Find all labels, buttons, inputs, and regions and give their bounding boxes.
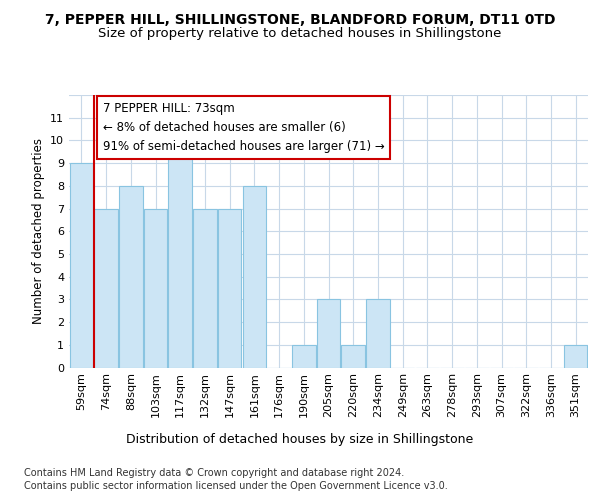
Y-axis label: Number of detached properties: Number of detached properties bbox=[32, 138, 44, 324]
Text: Distribution of detached houses by size in Shillingstone: Distribution of detached houses by size … bbox=[127, 432, 473, 446]
Bar bbox=[242, 186, 266, 368]
Bar bbox=[119, 186, 143, 368]
Bar bbox=[366, 300, 389, 368]
Text: Size of property relative to detached houses in Shillingstone: Size of property relative to detached ho… bbox=[98, 28, 502, 40]
Bar bbox=[341, 345, 365, 368]
Text: 7 PEPPER HILL: 73sqm
← 8% of detached houses are smaller (6)
91% of semi-detache: 7 PEPPER HILL: 73sqm ← 8% of detached ho… bbox=[103, 102, 385, 153]
Bar bbox=[317, 300, 340, 368]
Text: Contains HM Land Registry data © Crown copyright and database right 2024.: Contains HM Land Registry data © Crown c… bbox=[24, 468, 404, 477]
Bar bbox=[169, 140, 192, 368]
Bar bbox=[292, 345, 316, 368]
Bar bbox=[94, 208, 118, 368]
Bar bbox=[218, 208, 241, 368]
Text: 7, PEPPER HILL, SHILLINGSTONE, BLANDFORD FORUM, DT11 0TD: 7, PEPPER HILL, SHILLINGSTONE, BLANDFORD… bbox=[45, 12, 555, 26]
Bar bbox=[564, 345, 587, 368]
Bar bbox=[70, 163, 93, 368]
Bar bbox=[193, 208, 217, 368]
Bar bbox=[144, 208, 167, 368]
Text: Contains public sector information licensed under the Open Government Licence v3: Contains public sector information licen… bbox=[24, 481, 448, 491]
